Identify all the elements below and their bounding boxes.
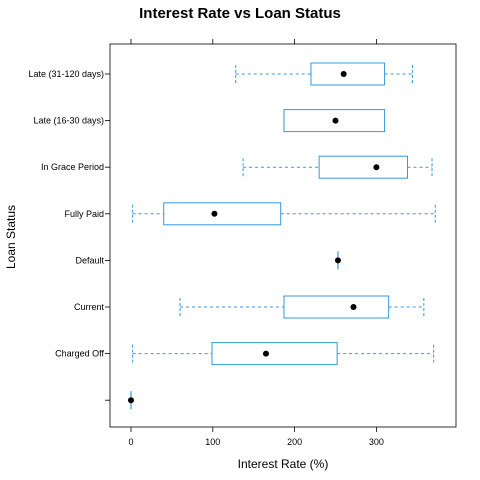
- box-series: [128, 62, 436, 410]
- y-tick-label: Charged Off: [55, 349, 104, 359]
- y-tick-label: Current: [74, 302, 105, 312]
- box-group: [132, 202, 436, 226]
- x-tick-label: 200: [287, 437, 302, 447]
- median-point: [211, 210, 218, 217]
- median-point: [373, 164, 380, 171]
- x-tick-label: 0: [128, 437, 133, 447]
- box-iqr: [283, 109, 386, 133]
- x-axis-label: Interest Rate (%): [238, 457, 329, 471]
- box-group: [283, 109, 386, 133]
- median-point: [128, 397, 134, 404]
- box-iqr: [163, 202, 282, 226]
- median-point: [332, 117, 339, 124]
- bottom-axis: 0 100 200 300: [128, 427, 384, 447]
- box-iqr: [283, 295, 390, 319]
- box-group: [132, 342, 435, 366]
- median-point: [340, 71, 347, 77]
- box-group: [242, 155, 433, 179]
- y-tick-label: Late (16-30 days): [33, 116, 104, 126]
- box-group: [128, 391, 134, 410]
- chart-title: Interest Rate vs Loan Status: [139, 5, 341, 22]
- plot-frame: [109, 43, 457, 428]
- y-axis-label: Loan Status: [4, 205, 18, 269]
- x-tick-label: 300: [369, 437, 384, 447]
- y-tick-label: Fully Paid: [64, 209, 104, 219]
- x-tick-label: 100: [205, 437, 220, 447]
- box-group: [334, 251, 341, 270]
- box-iqr: [310, 62, 386, 86]
- y-tick-label: Late (31-120 days): [28, 69, 104, 79]
- box-iqr: [318, 155, 408, 179]
- y-axis-categories: Late (31-120 days) Late (16-30 days) In Gr…: [28, 69, 110, 401]
- top-axis-ticks: [130, 39, 377, 44]
- median-point: [334, 257, 341, 264]
- y-tick-label: Default: [75, 255, 104, 265]
- median-point: [262, 350, 269, 357]
- box-group: [179, 295, 425, 319]
- median-point: [350, 304, 357, 310]
- y-tick-label: In Grace Period: [41, 162, 104, 172]
- box-iqr: [211, 342, 338, 366]
- box-group: [235, 62, 413, 86]
